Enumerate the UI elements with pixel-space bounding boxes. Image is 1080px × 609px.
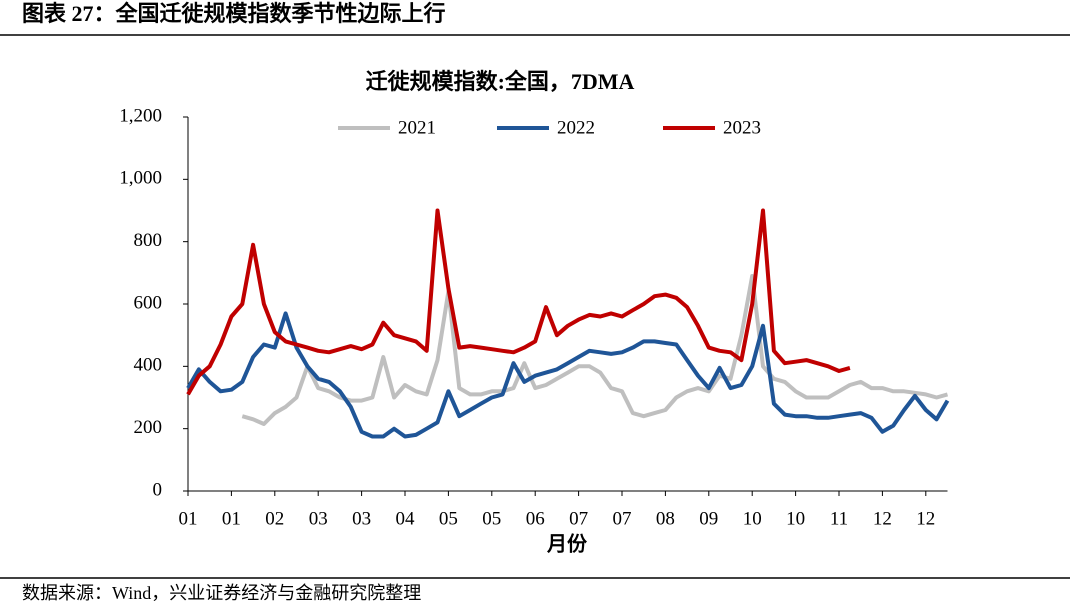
x-tick-label: 03: [352, 508, 371, 529]
x-tick-label: 10: [743, 508, 762, 529]
x-tick-label: 04: [396, 508, 416, 529]
y-tick-label: 400: [134, 355, 163, 376]
x-tick-label: 10: [786, 508, 805, 529]
y-tick-label: 800: [134, 230, 163, 251]
series-line: [186, 311, 950, 439]
x-tick-label: 05: [439, 508, 458, 529]
source-note: 数据来源：Wind，兴业证券经济与金融研究院整理: [22, 583, 421, 603]
x-tick-label: 08: [656, 508, 675, 529]
series-line: [186, 208, 851, 396]
x-tick-label: 05: [482, 508, 501, 529]
x-tick-label: 07: [569, 508, 588, 529]
x-tick-label: 01: [222, 508, 241, 529]
x-tick-label: 12: [873, 508, 892, 529]
x-tick-label: 09: [699, 508, 718, 529]
x-tick-label: 01: [179, 508, 198, 529]
series-line: [241, 274, 949, 426]
legend-label: 2023: [723, 117, 761, 138]
y-tick-label: 1,200: [119, 105, 162, 126]
x-tick-label: 02: [265, 508, 284, 529]
figure-title: 图表 27：全国迁徙规模指数季节性边际上行: [22, 1, 446, 26]
x-axis-label: 月份: [546, 532, 588, 556]
y-tick-label: 600: [134, 292, 163, 313]
y-tick-label: 1,000: [119, 168, 162, 189]
legend-label: 2022: [557, 117, 595, 138]
x-tick-label: 11: [830, 508, 848, 529]
chart-title: 迁徙规模指数:全国，7DMA: [366, 69, 635, 94]
y-tick-label: 200: [134, 417, 163, 438]
x-tick-label: 07: [613, 508, 632, 529]
x-tick-label: 12: [916, 508, 935, 529]
x-tick-label: 06: [526, 508, 545, 529]
legend-label: 2021: [398, 117, 436, 138]
x-tick-label: 03: [309, 508, 328, 529]
y-tick-label: 0: [153, 479, 163, 500]
